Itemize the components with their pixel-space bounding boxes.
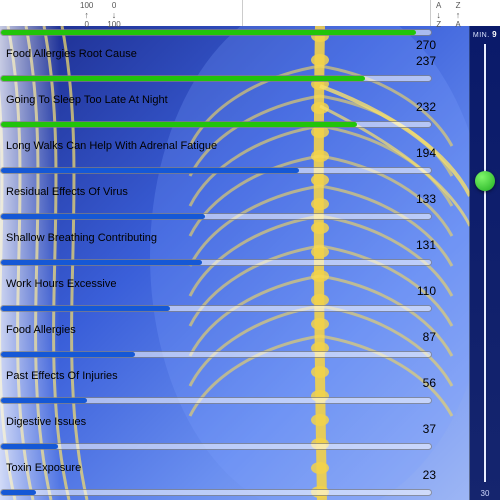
results-list: 270 Food Allergies Root Cause 237 Going To … <box>0 26 470 500</box>
list-item[interactable]: Shallow Breathing Contributing 131 <box>0 226 470 272</box>
rail-bottom-value: 30 <box>470 489 500 498</box>
sort-top-label: 100 <box>80 2 93 10</box>
item-value: 194 <box>416 146 436 160</box>
item-value: 232 <box>416 100 436 114</box>
sort-top-label: Z <box>456 2 461 10</box>
item-value: 131 <box>416 238 436 252</box>
topbar: 100↑00↓100 A↓ZZ↑A <box>0 0 500 26</box>
sort-button[interactable]: A↓Z <box>436 2 441 29</box>
threshold-rail: MIN. 9 30 <box>470 26 500 500</box>
sort-bottom-label: Z <box>436 21 441 29</box>
item-bar-fill <box>1 306 170 311</box>
item-bar-fill <box>1 76 365 81</box>
main-area: 270 Food Allergies Root Cause 237 Going To … <box>0 26 470 500</box>
list-item[interactable]: Digestive Issues 37 <box>0 410 470 456</box>
item-bar-fill <box>1 168 299 173</box>
list-item[interactable]: 270 <box>0 26 470 42</box>
item-bar-fill <box>1 352 135 357</box>
sort-bottom-label: A <box>455 21 460 29</box>
item-label: Past Effects Of Injuries <box>6 370 118 382</box>
item-value: 87 <box>423 330 436 344</box>
list-item[interactable]: Long Walks Can Help With Adrenal Fatigue… <box>0 134 470 180</box>
item-value: 133 <box>416 192 436 206</box>
sort-top-label: 0 <box>112 2 116 10</box>
item-bar-track <box>0 443 432 450</box>
item-label: Going To Sleep Too Late At Night <box>6 94 168 106</box>
list-item[interactable]: Food Allergies Root Cause 237 <box>0 42 470 88</box>
item-value: 56 <box>423 376 436 390</box>
item-bar-fill <box>1 398 87 403</box>
sort-button[interactable]: 0↓100 <box>107 2 120 29</box>
item-value: 110 <box>417 284 436 298</box>
rail-knob[interactable] <box>475 171 495 191</box>
item-value: 237 <box>416 54 436 68</box>
sort-numeric-group: 100↑00↓100 <box>80 2 121 29</box>
rail-track[interactable] <box>484 44 486 482</box>
sort-button[interactable]: Z↑A <box>455 2 460 29</box>
topbar-divider <box>430 0 431 26</box>
item-bar-fill <box>1 214 205 219</box>
item-label: Long Walks Can Help With Adrenal Fatigue <box>6 140 217 152</box>
list-item[interactable]: Toxin Exposure 23 <box>0 456 470 500</box>
item-value: 37 <box>423 422 436 436</box>
list-item[interactable]: Work Hours Excessive 110 <box>0 272 470 318</box>
item-label: Shallow Breathing Contributing <box>6 232 157 244</box>
list-item[interactable]: Residual Effects Of Virus 133 <box>0 180 470 226</box>
item-bar-fill <box>1 490 36 495</box>
item-bar-fill <box>1 30 416 35</box>
item-bar-fill <box>1 444 58 449</box>
sort-button[interactable]: 100↑0 <box>80 2 93 29</box>
item-bar-fill <box>1 122 357 127</box>
sort-top-label: A <box>436 2 441 10</box>
rail-divider <box>469 26 470 500</box>
sort-arrow-icon: ↓ <box>436 11 441 20</box>
item-label: Food Allergies Root Cause <box>6 48 137 60</box>
list-item[interactable]: Food Allergies 87 <box>0 318 470 364</box>
list-item[interactable]: Past Effects Of Injuries 56 <box>0 364 470 410</box>
rail-min-label: MIN. 9 <box>470 30 500 39</box>
item-label: Residual Effects Of Virus <box>6 186 128 198</box>
item-label: Toxin Exposure <box>6 462 81 474</box>
topbar-divider <box>242 0 243 26</box>
sort-arrow-icon: ↑ <box>84 11 89 20</box>
sort-bottom-label: 0 <box>84 21 88 29</box>
item-label: Work Hours Excessive <box>6 278 116 290</box>
sort-arrow-icon: ↑ <box>456 11 461 20</box>
item-bar-track <box>0 489 432 496</box>
item-label: Digestive Issues <box>6 416 86 428</box>
item-bar-fill <box>1 260 202 265</box>
item-label: Food Allergies <box>6 324 76 336</box>
sort-arrow-icon: ↓ <box>112 11 117 20</box>
sort-alpha-group: A↓ZZ↑A <box>436 2 461 29</box>
item-value: 23 <box>423 468 436 482</box>
sort-bottom-label: 100 <box>107 21 120 29</box>
list-item[interactable]: Going To Sleep Too Late At Night 232 <box>0 88 470 134</box>
